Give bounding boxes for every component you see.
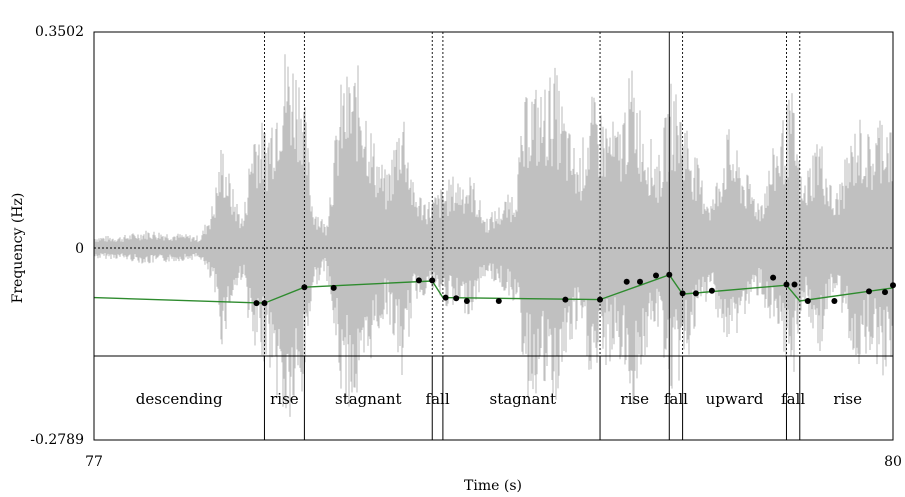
pitch-dot [463,298,470,304]
pitch-dot [261,300,268,307]
pitch-dot [429,277,436,284]
pitch-dot [770,274,777,281]
pitch-dot [882,289,888,296]
segment-label: upward [706,390,764,408]
pitch-dot [679,290,686,297]
segment-label: descending [136,390,223,408]
x-axis-tick-80: 80 [884,454,902,470]
pitch-dot [692,290,699,297]
segment-label: fall [664,390,688,408]
pitch-dot [301,284,308,291]
pitch-dot [866,288,872,295]
segment-label: stagnant [490,390,557,408]
segment-label: stagnant [335,390,402,408]
pitch-dot [253,300,260,307]
pitch-dot [453,295,460,302]
pitch-dot [666,271,673,278]
pitch-dot [831,298,838,304]
pitch-dot [623,278,630,285]
pitch-dot [597,296,603,303]
pitch-dot [330,284,337,291]
waveform-layer [94,54,893,417]
waveform-trace [94,54,893,417]
pitch-dot [783,281,790,288]
y-axis-title: Frequency (Hz) [10,193,26,304]
segment-label: rise [620,390,649,408]
y-axis-bottom-label: -0.2789 [30,432,84,448]
y-axis-zero-label: 0 [75,241,84,257]
segment-label: fall [426,390,450,408]
pitch-dot [637,278,643,285]
segment-labels: descending rise stagnant fall stagnant rise fa… [136,390,862,408]
plot-frame [93,31,894,441]
segment-label: rise [833,390,862,408]
x-axis-title: Time (s) [464,478,522,494]
pitch-dot [804,298,811,304]
pitch-dot [708,287,715,294]
pitch-dot [415,277,422,284]
pitch-dot [562,296,569,303]
pitch-dot [653,272,659,279]
segment-boundaries [263,32,801,440]
segment-label: rise [270,390,299,408]
pitch-dot [791,281,798,288]
x-axis-tick-77: 77 [85,454,103,470]
pitch-dot [495,298,502,304]
segment-label: fall [781,390,805,408]
y-axis-top-label: 0.3502 [35,24,84,40]
pitch-dots-layer [253,271,896,307]
pitch-dot [442,294,449,301]
